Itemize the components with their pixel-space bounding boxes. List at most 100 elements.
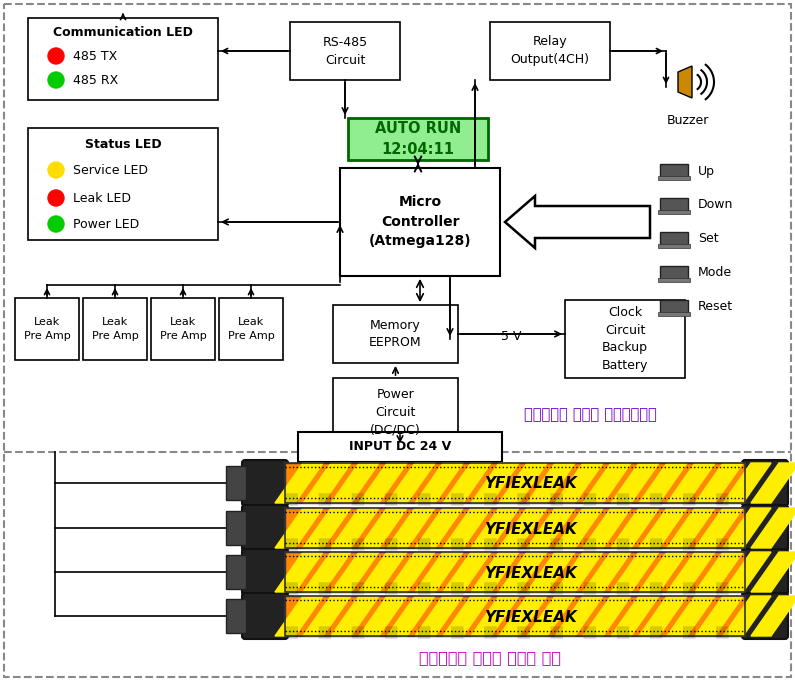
Circle shape <box>48 48 64 64</box>
FancyBboxPatch shape <box>348 118 488 160</box>
Polygon shape <box>443 508 491 548</box>
FancyBboxPatch shape <box>285 463 745 503</box>
Polygon shape <box>275 596 323 636</box>
Polygon shape <box>387 463 435 503</box>
Polygon shape <box>751 552 795 592</box>
Polygon shape <box>555 508 603 548</box>
Text: INPUT DC 24 V: INPUT DC 24 V <box>349 441 451 454</box>
Polygon shape <box>331 552 379 592</box>
Text: Memory
EEPROM: Memory EEPROM <box>369 318 422 349</box>
Polygon shape <box>639 463 687 503</box>
FancyBboxPatch shape <box>242 460 288 506</box>
Polygon shape <box>303 463 351 503</box>
FancyBboxPatch shape <box>742 460 788 506</box>
FancyBboxPatch shape <box>658 210 690 214</box>
Polygon shape <box>359 596 407 636</box>
Text: Power LED: Power LED <box>73 218 139 231</box>
Text: Leak LED: Leak LED <box>73 192 131 205</box>
Text: 485 RX: 485 RX <box>73 74 118 87</box>
FancyBboxPatch shape <box>242 593 288 639</box>
Polygon shape <box>611 508 659 548</box>
FancyBboxPatch shape <box>285 552 745 592</box>
FancyBboxPatch shape <box>226 511 246 545</box>
Polygon shape <box>695 463 743 503</box>
Text: 유기성액체 검출용 필름형 센서: 유기성액체 검출용 필름형 센서 <box>419 651 561 666</box>
FancyBboxPatch shape <box>226 599 246 633</box>
Text: 485 TX: 485 TX <box>73 50 117 63</box>
Polygon shape <box>331 596 379 636</box>
Text: Status LED: Status LED <box>85 138 161 151</box>
Text: Leak
Pre Amp: Leak Pre Amp <box>160 317 207 341</box>
FancyBboxPatch shape <box>242 505 288 551</box>
Polygon shape <box>415 596 463 636</box>
Text: Buzzer: Buzzer <box>667 114 709 127</box>
Text: 5 V: 5 V <box>502 329 522 342</box>
Text: YFIEXLEAK: YFIEXLEAK <box>483 477 576 492</box>
Polygon shape <box>471 552 519 592</box>
FancyBboxPatch shape <box>660 198 688 211</box>
Polygon shape <box>275 463 323 503</box>
Polygon shape <box>723 508 771 548</box>
Text: Reset: Reset <box>698 301 733 314</box>
FancyArrow shape <box>505 196 650 248</box>
Polygon shape <box>723 552 771 592</box>
Text: Mode: Mode <box>698 267 732 280</box>
Polygon shape <box>359 508 407 548</box>
Polygon shape <box>331 463 379 503</box>
Polygon shape <box>639 596 687 636</box>
Polygon shape <box>303 508 351 548</box>
Polygon shape <box>639 552 687 592</box>
Polygon shape <box>667 552 715 592</box>
FancyBboxPatch shape <box>151 298 215 360</box>
Polygon shape <box>275 552 323 592</box>
Polygon shape <box>331 508 379 548</box>
Text: Set: Set <box>698 233 719 246</box>
Text: YFIEXLEAK: YFIEXLEAK <box>483 522 576 537</box>
FancyBboxPatch shape <box>226 466 246 500</box>
FancyBboxPatch shape <box>742 505 788 551</box>
Polygon shape <box>499 508 547 548</box>
FancyBboxPatch shape <box>340 168 500 276</box>
FancyBboxPatch shape <box>490 22 610 80</box>
Text: Micro
Controller
(Atmega128): Micro Controller (Atmega128) <box>369 196 471 248</box>
Polygon shape <box>303 552 351 592</box>
FancyBboxPatch shape <box>242 549 288 595</box>
Text: Leak
Pre Amp: Leak Pre Amp <box>91 317 138 341</box>
Polygon shape <box>723 596 771 636</box>
Polygon shape <box>303 596 351 636</box>
Polygon shape <box>527 508 575 548</box>
Polygon shape <box>471 463 519 503</box>
Polygon shape <box>387 552 435 592</box>
Polygon shape <box>583 463 631 503</box>
Polygon shape <box>695 552 743 592</box>
FancyBboxPatch shape <box>660 266 688 279</box>
Polygon shape <box>695 508 743 548</box>
FancyBboxPatch shape <box>658 312 690 316</box>
Polygon shape <box>583 596 631 636</box>
Text: Power
Circuit
(DC/DC): Power Circuit (DC/DC) <box>370 387 421 436</box>
FancyBboxPatch shape <box>333 305 458 363</box>
FancyBboxPatch shape <box>333 378 458 446</box>
Circle shape <box>48 216 64 232</box>
FancyBboxPatch shape <box>83 298 147 360</box>
Polygon shape <box>667 596 715 636</box>
FancyBboxPatch shape <box>219 298 283 360</box>
FancyBboxPatch shape <box>658 278 690 282</box>
FancyBboxPatch shape <box>28 128 218 240</box>
Polygon shape <box>583 508 631 548</box>
Polygon shape <box>415 552 463 592</box>
Polygon shape <box>611 596 659 636</box>
Polygon shape <box>275 508 323 548</box>
Polygon shape <box>471 508 519 548</box>
FancyBboxPatch shape <box>290 22 400 80</box>
Text: Leak
Pre Amp: Leak Pre Amp <box>227 317 274 341</box>
Polygon shape <box>639 508 687 548</box>
FancyBboxPatch shape <box>660 300 688 313</box>
Polygon shape <box>443 463 491 503</box>
FancyBboxPatch shape <box>28 18 218 100</box>
Polygon shape <box>555 596 603 636</box>
Circle shape <box>48 190 64 206</box>
FancyBboxPatch shape <box>742 593 788 639</box>
FancyBboxPatch shape <box>285 596 745 636</box>
Polygon shape <box>667 508 715 548</box>
